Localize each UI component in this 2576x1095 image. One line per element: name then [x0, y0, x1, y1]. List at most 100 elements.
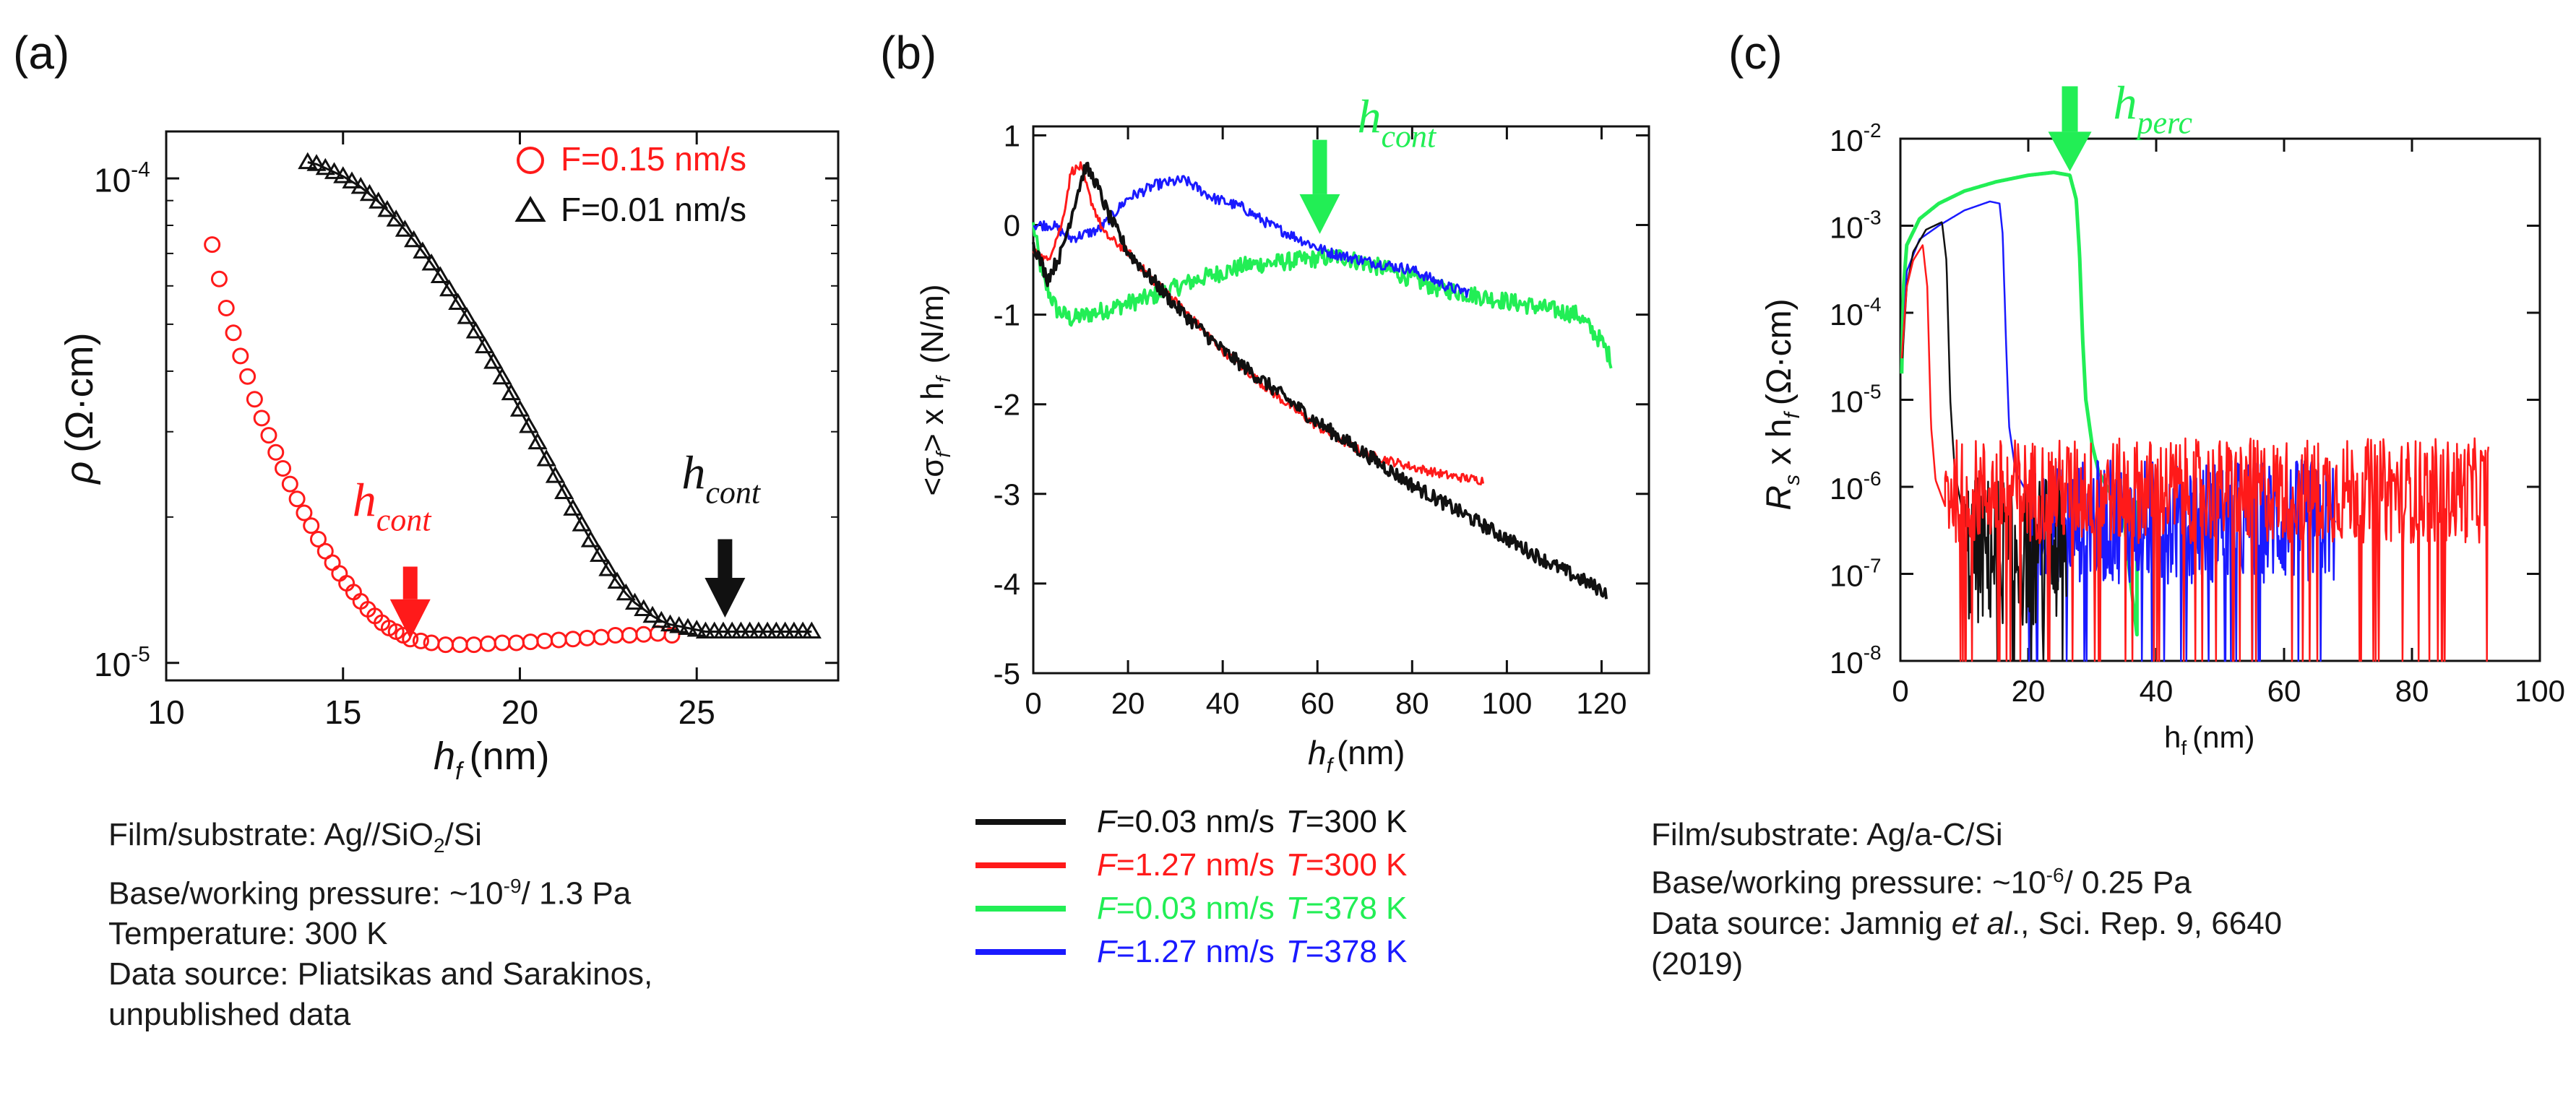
legend-f-value-0: =0.03 nm/s [1116, 804, 1275, 839]
y-tick-base-1: 10 [1830, 558, 1864, 592]
legend-t-value-0: =300 K [1306, 804, 1408, 839]
panel-a-xlabel-h: h [434, 735, 455, 778]
data-point-black-30 [563, 498, 583, 516]
data-point-black-10 [386, 209, 406, 227]
x-tick-label-1: 20 [1111, 686, 1145, 720]
y-tick-exp-6: -2 [1864, 119, 1882, 142]
legend-label-3: F=1.27 nm/s T=378 K [1097, 934, 1407, 969]
data-point-black-12 [404, 230, 424, 248]
y-tick-label-5: 10-3 [1830, 206, 1882, 244]
caption-c-line3-text: Data source: Jamnig [1651, 905, 1952, 941]
annotation-label-main-0: h [2114, 77, 2137, 129]
caption-c-line4: (2019) [1651, 945, 1744, 982]
data-point-red-40 [564, 631, 582, 648]
y-tick-exp-1: -7 [1864, 554, 1882, 576]
y-tick-label-6: 1 [1004, 118, 1020, 152]
panel-a-xlabel-unit: (nm) [470, 735, 550, 778]
y-tick-base-6: 10 [1830, 124, 1864, 157]
data-point-black-16 [439, 279, 460, 297]
panel-c-xlabel-unit: (nm) [2192, 720, 2254, 754]
panel-c-ylabel-r: R [1760, 485, 1799, 511]
caption-c-line2: Base/working pressure: ~10-6/ 0.25 Pa [1651, 855, 2282, 904]
data-point-black-27 [536, 449, 556, 467]
panel-b-ylabel: <σf> x hf(N/m) [915, 284, 955, 495]
x-tick-label-1: 20 [2012, 674, 2046, 708]
caption-a-line1-suffix: /Si [444, 817, 482, 852]
data-point-red-3 [225, 324, 242, 342]
panel-c-xlabel-h: h [2164, 720, 2181, 754]
panel-a-xlabel-sub: f [455, 758, 465, 785]
data-point-red-45 [635, 626, 652, 643]
data-point-red-41 [578, 629, 595, 646]
data-point-red-11 [281, 475, 298, 493]
annotation-label-0: hperc [2114, 77, 2193, 140]
data-point-red-38 [536, 632, 553, 649]
data-point-red-37 [522, 633, 539, 651]
y-tick-label-0: 10-5 [94, 642, 150, 683]
data-point-black-0 [298, 152, 318, 170]
data-point-black-9 [377, 199, 397, 217]
data-point-black-26 [527, 432, 548, 450]
legend-t-value-2: =378 K [1306, 891, 1408, 926]
data-point-black-11 [395, 220, 415, 237]
legend-t-0: T [1286, 804, 1308, 839]
y-tick-label-1: 10-4 [94, 158, 150, 199]
x-tick-label-5: 100 [2515, 674, 2565, 708]
x-tick-label-0: 0 [1892, 674, 1908, 708]
data-point-red-17 [324, 554, 341, 571]
panel-a-legend: F=0.15 nm/s F=0.01 nm/s [514, 140, 746, 228]
caption-c-line2-text: Base/working pressure: ~10 [1651, 865, 2046, 901]
y-tick-exp-1: -4 [131, 158, 150, 182]
y-tick-label-3: 10-5 [1830, 380, 1882, 418]
series-line-2 [1901, 221, 2067, 662]
data-point-red-7 [253, 410, 270, 427]
y-tick-exp-4: -4 [1864, 293, 1882, 316]
panel-c-xlabel: hf (nm) [2164, 720, 2254, 759]
y-tick-label-6: 10-2 [1830, 119, 1882, 157]
data-point-red-6 [246, 391, 263, 408]
series-line-3 [1033, 175, 1470, 298]
data-point-black-22 [492, 367, 512, 385]
annotation-label-sub-1: cont [705, 475, 762, 510]
annotation-arrow-shaft-0 [1312, 139, 1327, 194]
data-point-red-43 [607, 627, 624, 644]
panel-b-chart: 0 20 40 60 80 100 120-5-4-3-2-101 hcont hf (nm)… [915, 91, 1650, 969]
y-tick-base-4: 10 [1830, 298, 1864, 332]
annotation-label-sub-0: cont [376, 502, 433, 537]
y-tick-label-4: 10-4 [1830, 293, 1882, 332]
data-point-red-34 [479, 635, 496, 652]
legend-f-0: F [1097, 804, 1118, 839]
data-point-black-33 [590, 545, 610, 562]
caption-a: Film/substrate: Ag//SiO2/Si Base/working… [108, 815, 652, 1035]
panel-a-xlabel: hf (nm) [434, 735, 549, 785]
data-point-black-14 [421, 253, 441, 271]
panel-b-data [1032, 161, 1613, 600]
y-tick-label-3: -2 [994, 388, 1020, 422]
caption-a-line1-text: Film/substrate: Ag//SiO [108, 817, 434, 852]
x-tick-label-3: 60 [1301, 686, 1335, 720]
data-point-black-38 [634, 599, 654, 617]
data-point-red-14 [303, 517, 320, 534]
x-tick-label-1: 15 [324, 693, 361, 731]
annotation-arrow-head-1 [705, 578, 746, 618]
panel-label-b: (b) [880, 27, 936, 79]
data-point-red-32 [451, 636, 468, 654]
data-point-black-19 [465, 321, 486, 339]
panel-b-ylabel-sub2: f [932, 374, 955, 382]
y-tick-label-0: 10-8 [1830, 641, 1882, 680]
x-tick-label-0: 0 [1025, 686, 1041, 720]
data-point-black-18 [457, 307, 477, 324]
annotation-arrow-shaft-0 [402, 566, 418, 600]
caption-a-line5: unpublished data [108, 997, 351, 1033]
data-point-black-57 [801, 621, 822, 639]
panel-c-ylabel: Rs x hf (Ω·cm) [1760, 298, 1804, 510]
x-tick-label-4: 80 [2395, 674, 2429, 708]
data-point-red-47 [663, 627, 681, 644]
caption-c-line1: Film/substrate: Ag/a-C/Si [1651, 817, 2003, 852]
panel-b-xlabel: hf (nm) [1308, 734, 1405, 778]
panel-b-xlabel-h: h [1308, 734, 1327, 771]
y-tick-base-3: 10 [1830, 384, 1864, 418]
y-tick-label-1: -4 [994, 567, 1020, 601]
legend-marker-triangle [514, 196, 546, 222]
legend-f-value-3: =1.27 nm/s [1116, 934, 1275, 969]
